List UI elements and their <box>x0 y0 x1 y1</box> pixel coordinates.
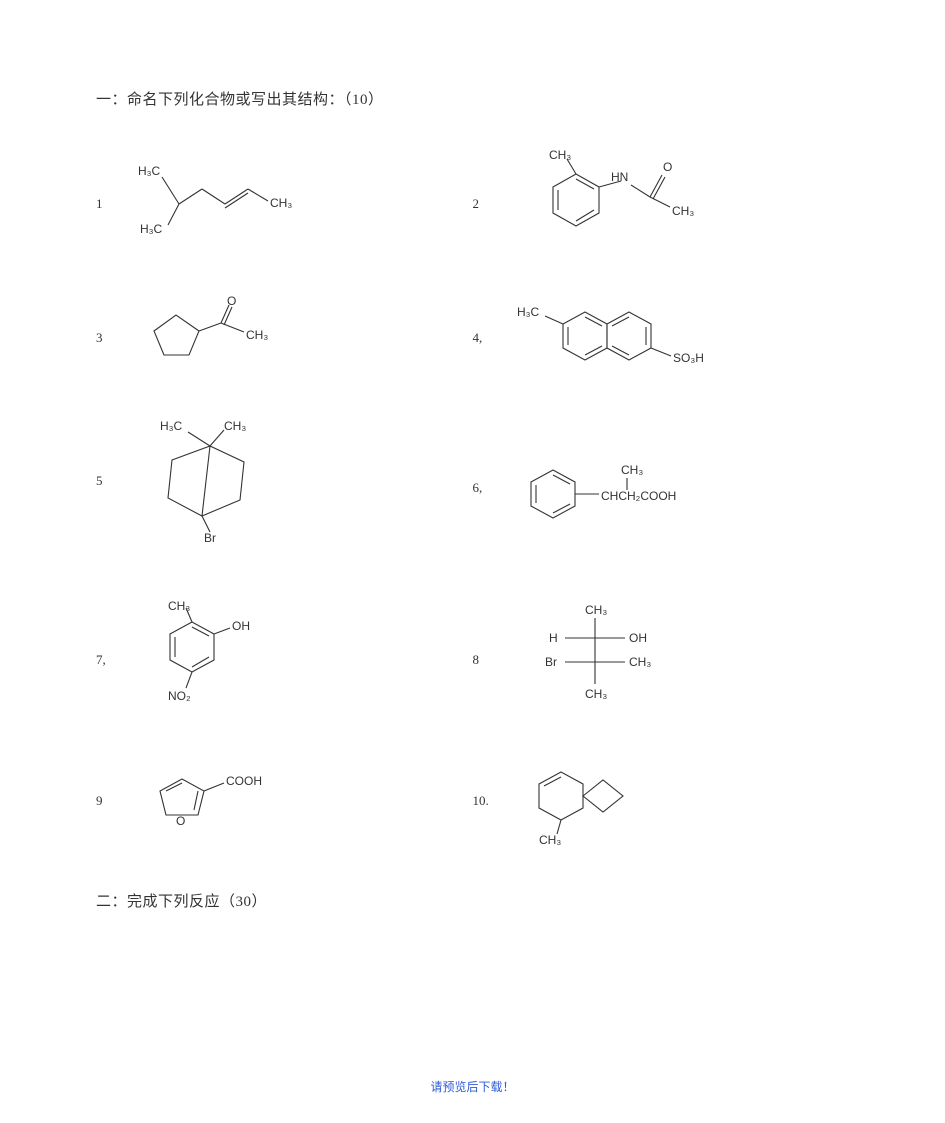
label-q2: 2 <box>473 196 503 212</box>
chem-q5: H₃C CH₃ Br <box>126 416 296 546</box>
atom-h3c: H₃C <box>517 305 540 319</box>
chem-q3: O CH₃ <box>126 295 296 380</box>
atom-ch3: CH₃ <box>549 149 571 162</box>
atom-ch3-r: CH₃ <box>672 204 694 218</box>
label-q8: 8 <box>473 652 503 668</box>
label-q5: 5 <box>96 473 126 489</box>
atom-ch3: CH₃ <box>168 600 190 613</box>
atom-oh: OH <box>629 631 647 645</box>
atom-ch3-r: CH₃ <box>270 196 292 210</box>
atom-ch3: CH₃ <box>539 833 561 846</box>
label-q1: 1 <box>96 196 126 212</box>
label-q3: 3 <box>96 330 126 346</box>
atom-h3c-bot: H₃C <box>140 222 163 236</box>
atom-ch3-mid: CH₃ <box>629 655 651 669</box>
chem-q1: H₃C H₃C CH₃ <box>126 159 296 249</box>
atom-br: Br <box>204 531 216 545</box>
atom-h: H <box>549 631 558 645</box>
label-q4: 4, <box>473 330 503 346</box>
chem-q4: H₃C SO₃H <box>503 298 733 378</box>
section-1-heading: 一：命名下列化合物或写出其结构：（10） <box>96 88 849 109</box>
atom-ch3: CH₃ <box>621 463 643 477</box>
row-4: 7, CH₃ OH NO₂ <box>96 600 849 720</box>
atom-ch3: CH₃ <box>224 419 246 433</box>
atom-o: O <box>227 295 236 308</box>
label-q6: 6, <box>473 480 503 496</box>
chem-q7: CH₃ OH NO₂ <box>126 600 276 720</box>
atom-no2: NO₂ <box>168 689 191 703</box>
atom-br: Br <box>545 655 557 669</box>
atom-so3h: SO₃H <box>673 351 704 365</box>
atom-hn: HN <box>611 170 628 184</box>
atom-o: O <box>663 160 672 174</box>
chem-q6: CH₃ CHCH₂COOH <box>503 448 743 528</box>
row-2: 3 O CH₃ 4, <box>96 295 849 380</box>
label-q10: 10. <box>473 793 503 809</box>
section-2-heading: 二：完成下列反应（30） <box>96 890 849 911</box>
row-3: 5 H₃C CH₃ Br 6, <box>96 416 849 546</box>
chem-q2: CH₃ HN O CH₃ <box>503 149 703 259</box>
atom-ch3-top: CH₃ <box>585 603 607 617</box>
atom-oh: OH <box>232 619 250 633</box>
chem-q8: CH₃ H OH Br CH₃ CH₃ <box>503 600 693 720</box>
label-q7: 7, <box>96 652 126 668</box>
atom-h3c: H₃C <box>160 419 183 433</box>
atom-o: O <box>176 814 185 828</box>
row-5: 9 O COOH 10. <box>96 756 849 846</box>
chem-q10: CH₃ <box>503 756 683 846</box>
chem-q9: O COOH <box>126 761 296 841</box>
atom-ch3: CH₃ <box>246 328 268 342</box>
atom-cooh: COOH <box>226 774 262 788</box>
atom-h3c-top: H₃C <box>138 164 161 178</box>
label-q9: 9 <box>96 793 126 809</box>
atom-ch3-bot: CH₃ <box>585 687 607 701</box>
atom-formula: CHCH₂COOH <box>601 489 676 503</box>
row-1: 1 H₃C H₃C CH₃ <box>96 149 849 259</box>
footer-text: 请预览后下载！ <box>0 1078 945 1095</box>
